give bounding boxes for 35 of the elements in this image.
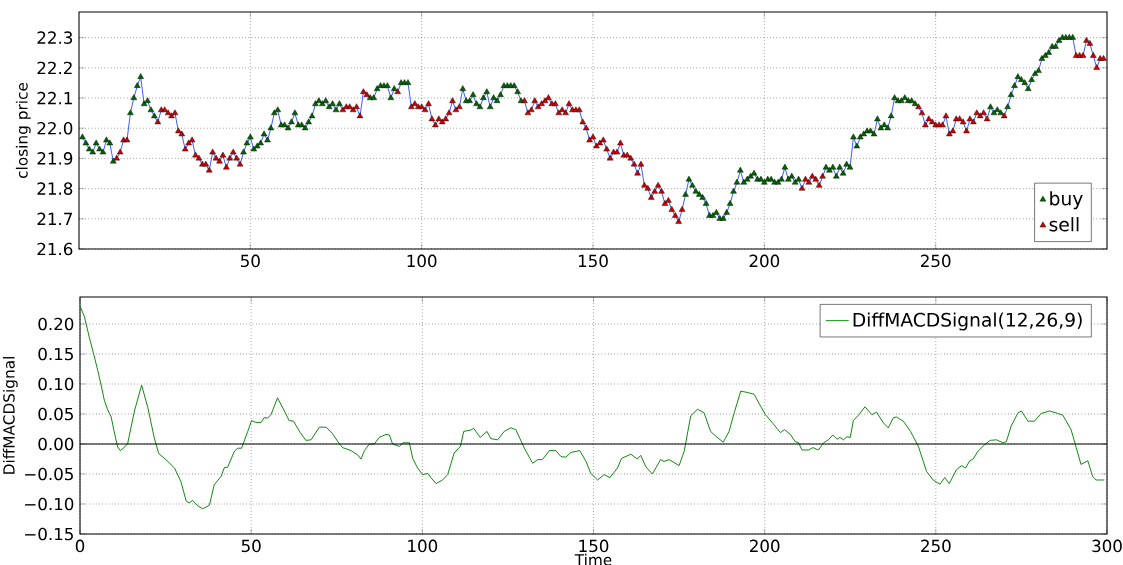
- x-tick-label: 200: [749, 539, 780, 553]
- x-tick-label: 0: [75, 539, 85, 553]
- x-tick-label: 150: [579, 539, 609, 553]
- y-tick-label: 22.1: [37, 91, 72, 105]
- y-axis-title: DiffMACDSignal: [2, 357, 18, 474]
- x-tick-label: 100: [408, 539, 438, 553]
- y-tick-label: 22.2: [37, 61, 72, 75]
- x-tick-label: 150: [578, 254, 608, 268]
- y-tick-label: 0.10: [38, 377, 74, 391]
- y-tick-label: −0.10: [25, 497, 74, 511]
- y-tick-label: 22.0: [37, 121, 73, 135]
- y-tick-label: 22.3: [37, 31, 73, 44]
- y-tick-label: 21.8: [37, 182, 73, 195]
- y-axis-title: closing price: [15, 82, 31, 179]
- y-tick-label: 21.9: [37, 152, 73, 165]
- y-tick-label: −0.05: [25, 467, 73, 481]
- y-tick-label: 21.7: [37, 212, 72, 225]
- x-axis-title: Time: [574, 553, 612, 565]
- y-tick-label: 0.00: [38, 437, 74, 451]
- legend-label: buy: [1050, 191, 1083, 210]
- x-tick-label: 100: [407, 254, 437, 268]
- x-tick-label: 250: [921, 539, 951, 553]
- line-series: [80, 305, 1105, 510]
- x-tick-label: 200: [749, 254, 780, 268]
- x-tick-label: 250: [920, 254, 951, 268]
- legend-label: sell: [1049, 217, 1079, 232]
- y-tick-label: 21.6: [37, 242, 73, 256]
- x-tick-label: 50: [241, 254, 260, 268]
- x-tick-label: 50: [241, 539, 261, 553]
- legend-label: DiffMACDSignal(12,26,9): [853, 312, 1082, 331]
- y-tick-label: −0.15: [25, 527, 73, 541]
- x-tick-label: 300: [1092, 539, 1122, 553]
- y-tick-label: 0.05: [38, 407, 73, 421]
- y-tick-label: 0.15: [38, 347, 73, 361]
- y-tick-label: 0.20: [38, 317, 74, 331]
